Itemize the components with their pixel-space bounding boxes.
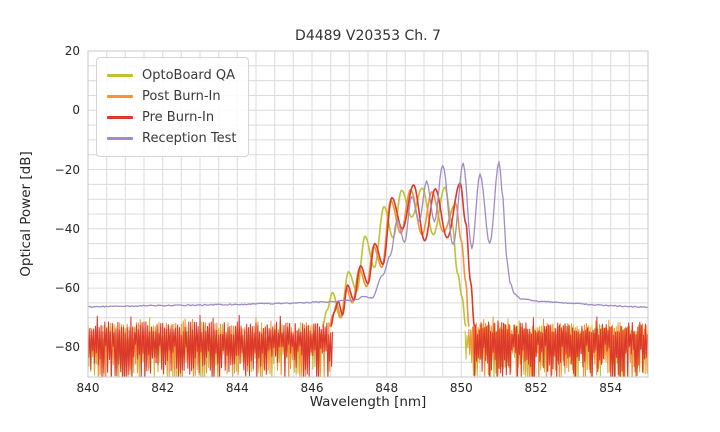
y-tick-label: −60 — [54, 281, 80, 296]
x-tick-label: 842 — [151, 381, 175, 395]
y-tick-label: 0 — [72, 103, 80, 118]
legend-label: Post Burn-In — [142, 89, 221, 104]
legend-label: Pre Burn-In — [142, 110, 215, 125]
y-tick-label: −40 — [54, 221, 80, 236]
y-axis-label: Optical Power [dB] — [18, 151, 34, 277]
chart-title: D4489 V20353 Ch. 7 — [295, 28, 441, 44]
legend-line-swatch — [107, 95, 133, 98]
x-axis-label: Wavelength [nm] — [309, 394, 427, 410]
x-tick-label: 852 — [524, 381, 548, 395]
y-tick-label: 20 — [64, 44, 80, 58]
legend-item: OptoBoard QA — [107, 65, 236, 86]
legend-item: Reception Test — [107, 128, 236, 149]
x-tick-label: 850 — [449, 381, 473, 395]
legend-item: Pre Burn-In — [107, 107, 236, 128]
legend-label: OptoBoard QA — [142, 68, 235, 83]
x-tick-label: 854 — [599, 381, 623, 395]
legend: OptoBoard QA Post Burn-In Pre Burn-In Recep… — [96, 57, 250, 157]
y-tick-label: −20 — [54, 162, 80, 177]
x-tick-label: 848 — [375, 381, 399, 395]
x-tick-label: 840 — [76, 381, 100, 395]
legend-line-swatch — [107, 116, 133, 119]
legend-label: Reception Test — [142, 131, 237, 146]
legend-item: Post Burn-In — [107, 86, 236, 107]
y-tick-label: −80 — [54, 340, 80, 355]
legend-line-swatch — [107, 74, 133, 77]
x-tick-label: 846 — [300, 381, 324, 395]
legend-line-swatch — [107, 137, 133, 140]
x-tick-label: 844 — [225, 381, 249, 395]
